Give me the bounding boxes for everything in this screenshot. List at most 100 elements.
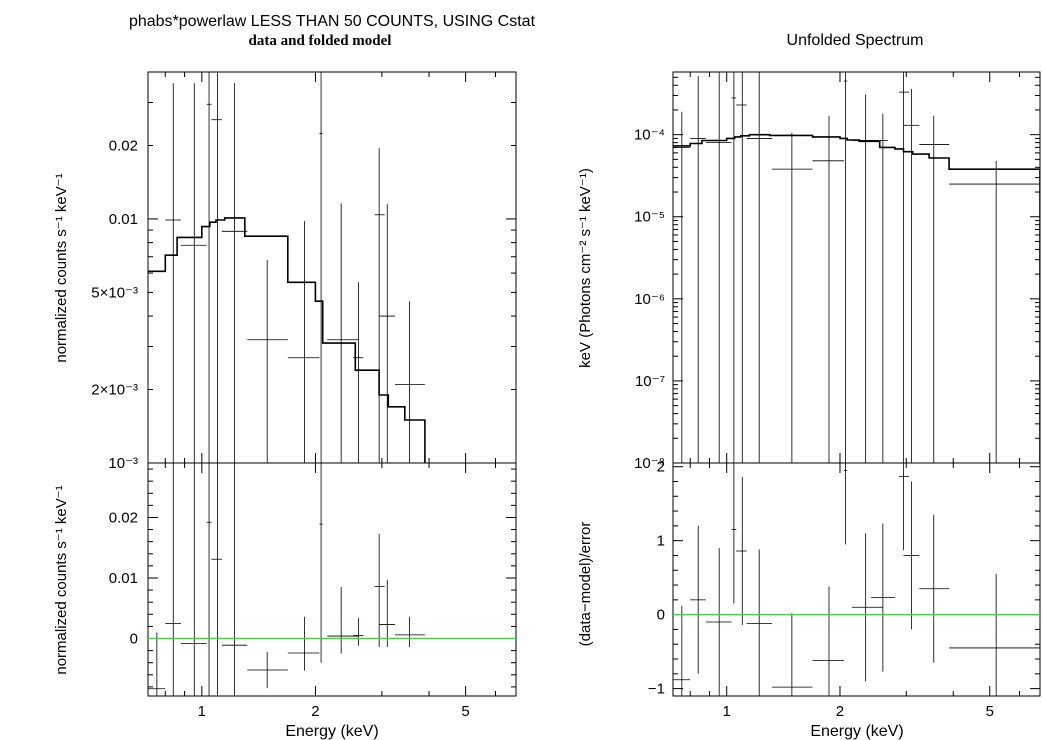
folded-residual-panel: 0.02 0.01 0 1 2 5 bbox=[109, 462, 517, 720]
x-tick-label: 5 bbox=[986, 703, 994, 720]
plot-frame bbox=[672, 462, 1041, 697]
data-point bbox=[851, 94, 883, 463]
data-point bbox=[148, 632, 166, 696]
x-tick-label: 2 bbox=[311, 703, 319, 720]
data-point bbox=[772, 132, 813, 463]
unfolded-top-ylabel: keV (Photons cm⁻² s⁻¹ keV⁻¹) bbox=[577, 168, 594, 368]
y-tick-label: 10⁻⁷ bbox=[635, 373, 665, 390]
y-tick-label: 0.01 bbox=[109, 211, 138, 228]
data-point bbox=[736, 72, 747, 463]
data-point bbox=[247, 259, 288, 463]
y-tick-label: 0 bbox=[657, 607, 665, 624]
plot-area bbox=[148, 72, 426, 536]
data-point bbox=[812, 115, 845, 463]
folded-top-ylabel: normalized counts s⁻¹ keV⁻¹ bbox=[53, 173, 70, 362]
left-chart-subtitle: data and folded model bbox=[249, 33, 392, 49]
folded-model-step-line bbox=[673, 133, 1040, 463]
data-point bbox=[327, 203, 359, 463]
x-tick-label: 2 bbox=[836, 703, 844, 720]
data-point bbox=[319, 72, 323, 463]
y-tick-label: 0.02 bbox=[109, 509, 138, 526]
data-point bbox=[690, 525, 706, 674]
data-point bbox=[877, 113, 888, 463]
data-point bbox=[690, 75, 706, 463]
data-point bbox=[221, 463, 248, 696]
data-point bbox=[844, 72, 848, 463]
data-point bbox=[148, 463, 165, 536]
folded-counts-panel: 0.02 0.01 5×10⁻³ 2×10⁻³ 10⁻³ bbox=[91, 71, 517, 536]
y-tick-label: −1 bbox=[648, 681, 665, 698]
data-point bbox=[221, 83, 248, 463]
data-point bbox=[327, 587, 359, 654]
data-point bbox=[206, 463, 212, 696]
y-tick-label: 1 bbox=[657, 533, 665, 550]
plot-area bbox=[148, 463, 516, 696]
data-point bbox=[673, 111, 691, 463]
x-tick-label: 1 bbox=[198, 703, 206, 720]
data-point bbox=[374, 148, 385, 463]
data-point bbox=[746, 549, 773, 696]
y-tick-label: 0 bbox=[130, 631, 138, 648]
data-point bbox=[731, 463, 737, 604]
y-tick-label: 10⁻⁴ bbox=[634, 127, 665, 144]
y-tick-label: 2×10⁻³ bbox=[91, 382, 138, 399]
data-point bbox=[899, 72, 909, 463]
data-point bbox=[844, 463, 848, 545]
data-point bbox=[180, 463, 207, 696]
data-point bbox=[705, 72, 732, 463]
y-tick-label: 10⁻⁸ bbox=[634, 455, 665, 472]
data-point bbox=[395, 616, 425, 647]
data-point bbox=[211, 72, 222, 463]
data-point bbox=[165, 83, 181, 463]
data-point bbox=[851, 533, 883, 682]
plot-frame bbox=[147, 462, 517, 697]
data-point bbox=[871, 523, 895, 672]
plot-frame bbox=[147, 71, 517, 464]
plot-frame bbox=[672, 71, 1041, 464]
unfolded-residual-panel: 2 1 0 −1 1 2 5 bbox=[648, 459, 1041, 720]
data-point bbox=[165, 463, 181, 696]
y-tick-label: 0.02 bbox=[109, 137, 138, 154]
data-point bbox=[206, 72, 212, 463]
data-point bbox=[287, 616, 320, 671]
data-point bbox=[731, 72, 737, 463]
data-point bbox=[705, 548, 732, 696]
data-point bbox=[319, 463, 323, 663]
data-point bbox=[746, 72, 773, 463]
x-tick-label: 1 bbox=[723, 703, 731, 720]
data-point bbox=[903, 89, 920, 463]
y-tick-label: 2 bbox=[657, 459, 665, 476]
plot-area bbox=[673, 463, 1040, 696]
data-point bbox=[899, 463, 909, 551]
data-point bbox=[949, 573, 1040, 696]
data-point bbox=[903, 481, 920, 630]
plot-area bbox=[673, 72, 1040, 463]
data-point bbox=[673, 605, 691, 696]
data-point bbox=[812, 586, 845, 696]
data-point bbox=[379, 579, 396, 647]
x-tick-label: 5 bbox=[461, 703, 469, 720]
y-tick-label: 10⁻⁵ bbox=[634, 209, 665, 226]
data-point bbox=[379, 204, 396, 463]
unfolded-bottom-ylabel: (data−model)/error bbox=[577, 522, 594, 647]
data-point bbox=[247, 651, 288, 689]
folded-xlabel: Energy (keV) bbox=[285, 723, 378, 740]
folded-model-step-line bbox=[148, 217, 426, 463]
data-point bbox=[180, 83, 207, 463]
data-point bbox=[736, 477, 747, 625]
folded-bottom-ylabel: normalized counts s⁻¹ keV⁻¹ bbox=[53, 485, 70, 674]
data-point bbox=[287, 221, 320, 463]
data-point bbox=[374, 533, 385, 647]
left-chart-title: phabs*powerlaw LESS THAN 50 COUNTS, USIN… bbox=[129, 13, 536, 30]
data-point bbox=[772, 613, 813, 696]
right-chart-title: Unfolded Spectrum bbox=[787, 32, 924, 49]
data-point bbox=[949, 160, 1040, 463]
data-point bbox=[395, 301, 425, 463]
data-point bbox=[353, 282, 364, 463]
data-point bbox=[919, 115, 950, 463]
unfolded-xlabel: Energy (keV) bbox=[810, 723, 903, 740]
y-tick-label: 10⁻⁶ bbox=[634, 291, 665, 308]
y-tick-label: 10⁻³ bbox=[108, 455, 138, 472]
unfolded-spectrum-panel: 10⁻⁴ 10⁻⁵ 10⁻⁶ 10⁻⁷ 10⁻⁸ bbox=[634, 71, 1041, 472]
